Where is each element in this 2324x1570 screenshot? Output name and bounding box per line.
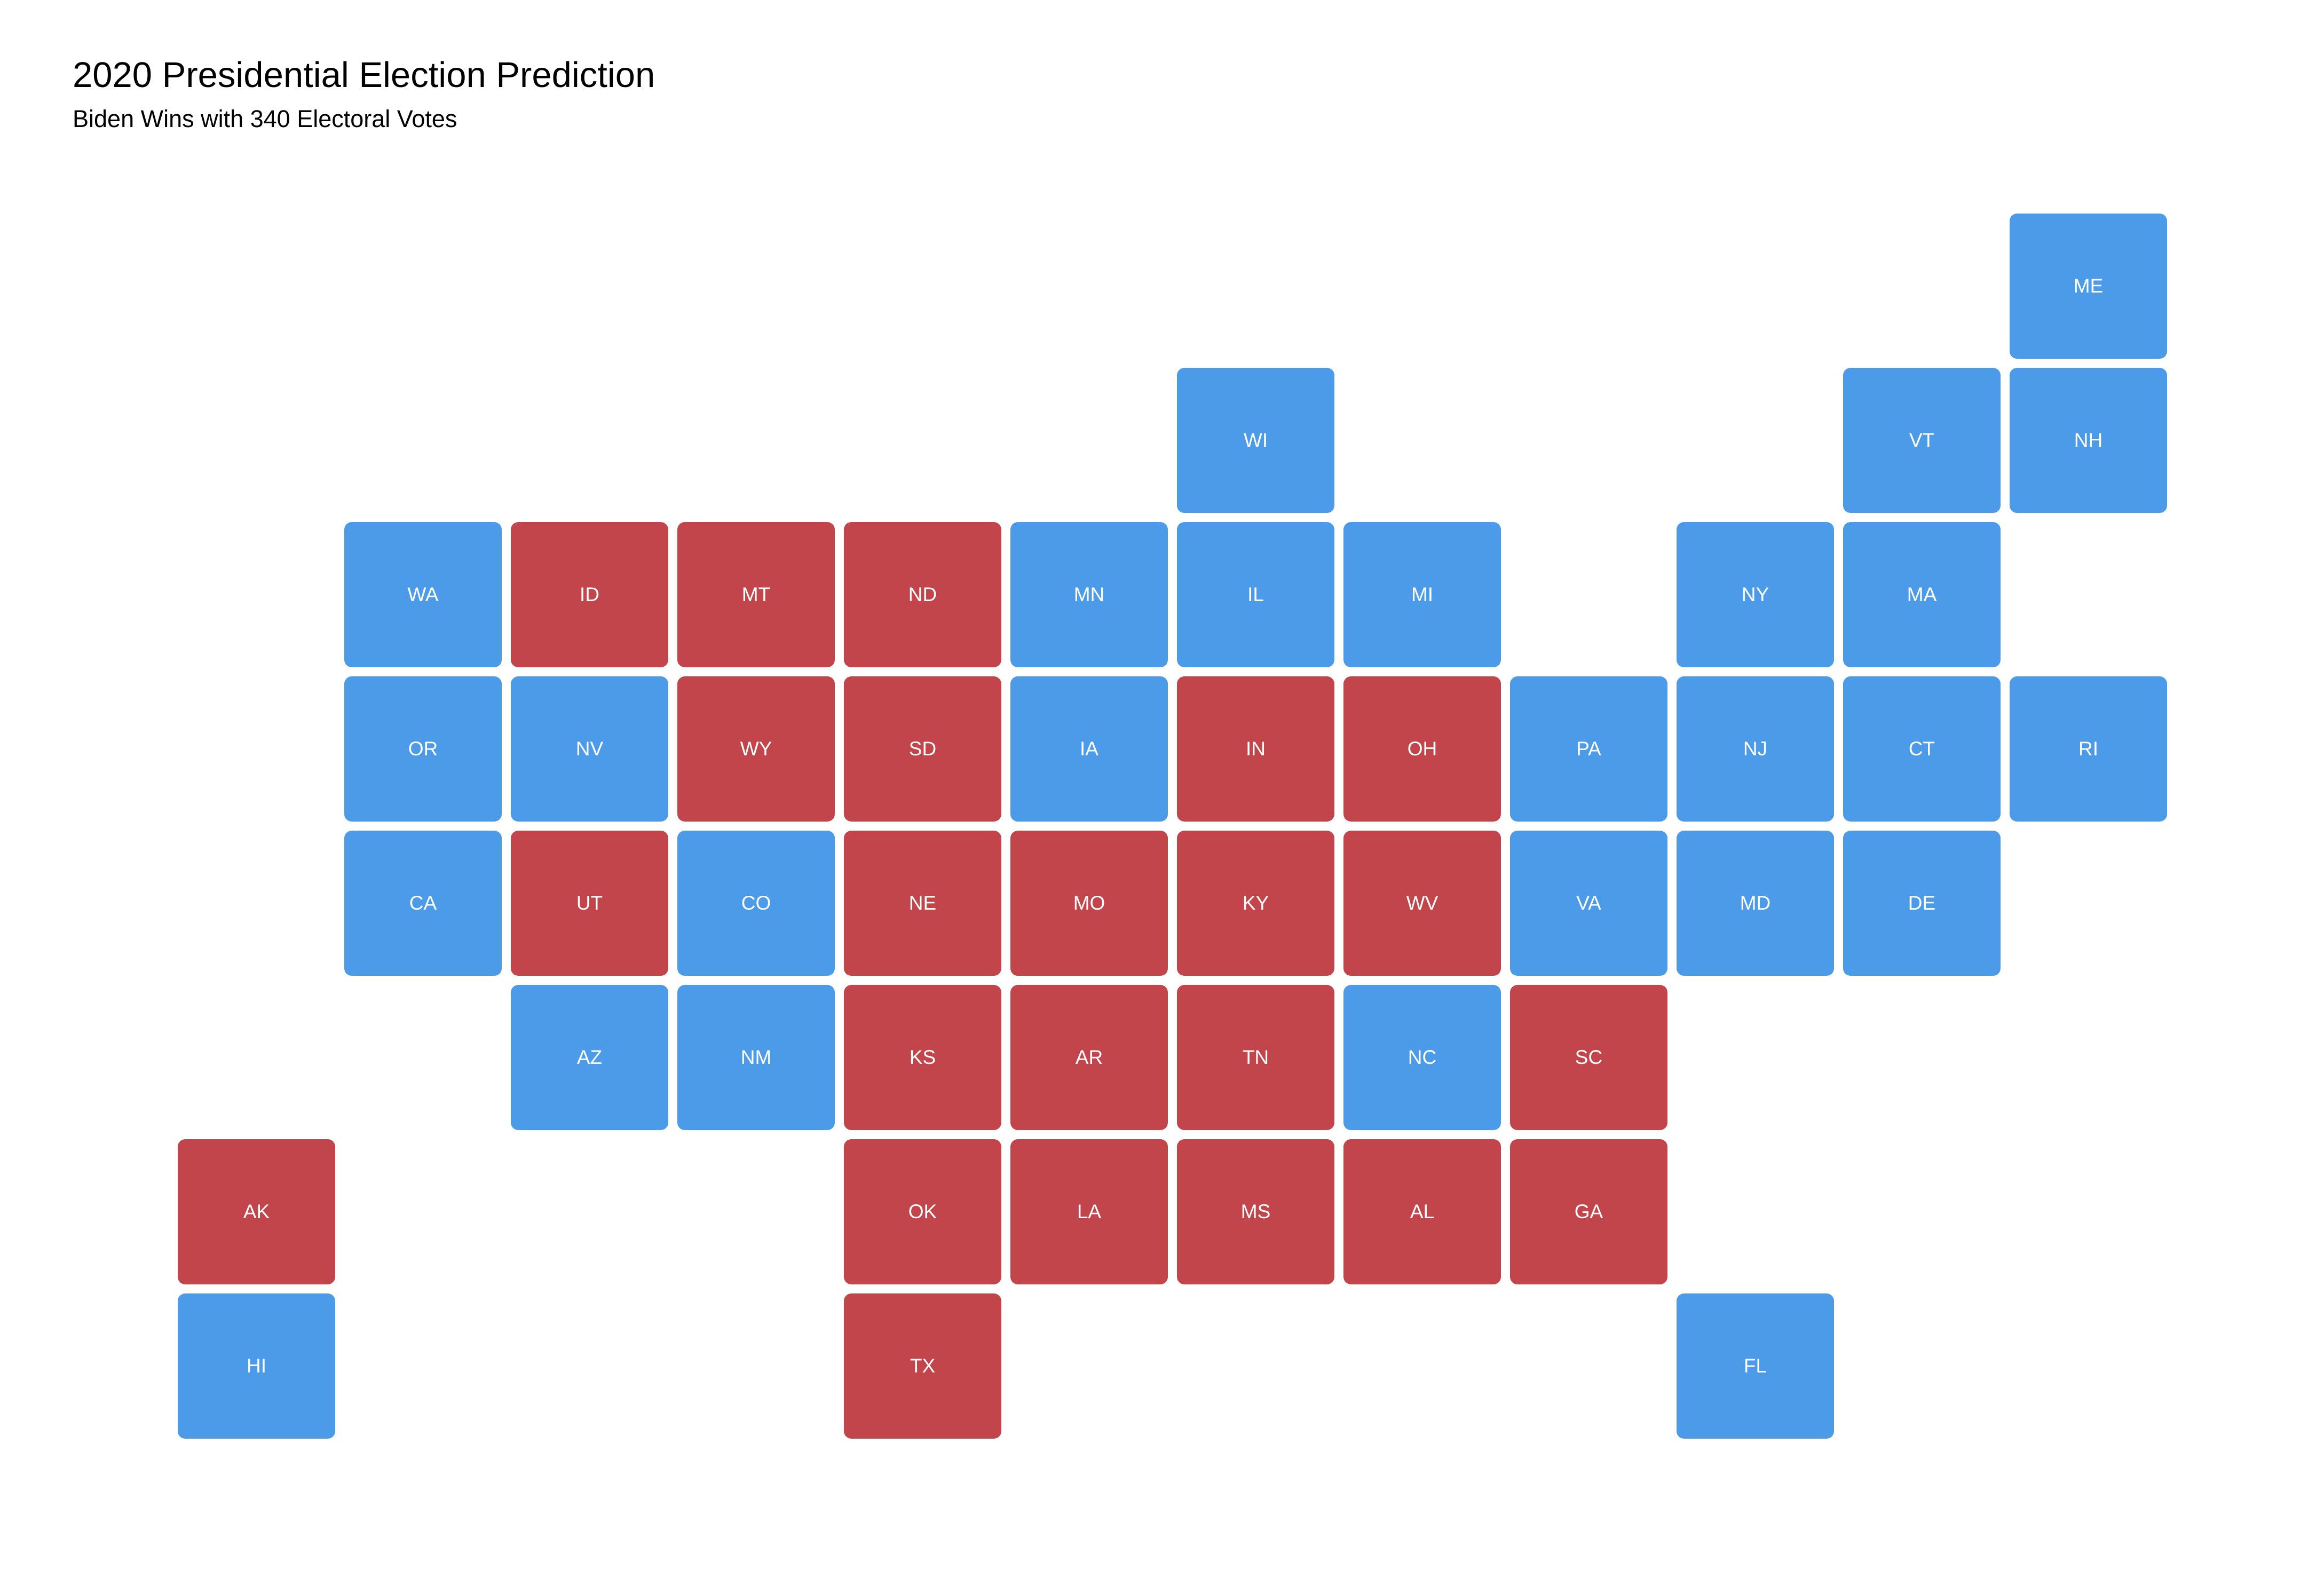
state-tile-ky[interactable]: KY: [1177, 831, 1334, 976]
state-tile-sd[interactable]: SD: [844, 676, 1001, 822]
state-tile-mn[interactable]: MN: [1010, 522, 1168, 667]
state-tile-ny[interactable]: NY: [1677, 522, 1834, 667]
state-tile-ut[interactable]: UT: [511, 831, 668, 976]
state-tile-vt[interactable]: VT: [1843, 368, 2001, 513]
state-tile-de[interactable]: DE: [1843, 831, 2001, 976]
state-tile-nm[interactable]: NM: [677, 985, 835, 1130]
state-tile-md[interactable]: MD: [1677, 831, 1834, 976]
state-tile-ma[interactable]: MA: [1843, 522, 2001, 667]
state-tile-ok[interactable]: OK: [844, 1139, 1001, 1284]
state-tile-ms[interactable]: MS: [1177, 1139, 1334, 1284]
state-tile-nj[interactable]: NJ: [1677, 676, 1834, 822]
state-tile-me[interactable]: ME: [2010, 214, 2167, 359]
state-tile-nc[interactable]: NC: [1343, 985, 1501, 1130]
state-tile-la[interactable]: LA: [1010, 1139, 1168, 1284]
state-tile-nv[interactable]: NV: [511, 676, 668, 822]
state-tile-nh[interactable]: NH: [2010, 368, 2167, 513]
state-tile-fl[interactable]: FL: [1677, 1293, 1834, 1439]
state-tile-ri[interactable]: RI: [2010, 676, 2167, 822]
state-tile-oh[interactable]: OH: [1343, 676, 1501, 822]
state-tile-ak[interactable]: AK: [178, 1139, 335, 1284]
page-title: 2020 Presidential Election Prediction: [73, 55, 655, 95]
state-tile-il[interactable]: IL: [1177, 522, 1334, 667]
state-tile-wa[interactable]: WA: [344, 522, 502, 667]
state-tile-ct[interactable]: CT: [1843, 676, 2001, 822]
state-tile-ia[interactable]: IA: [1010, 676, 1168, 822]
state-tile-ca[interactable]: CA: [344, 831, 502, 976]
state-tile-nd[interactable]: ND: [844, 522, 1001, 667]
state-tile-mi[interactable]: MI: [1343, 522, 1501, 667]
state-tile-sc[interactable]: SC: [1510, 985, 1667, 1130]
state-tile-ks[interactable]: KS: [844, 985, 1001, 1130]
state-tile-tn[interactable]: TN: [1177, 985, 1334, 1130]
state-tile-tx[interactable]: TX: [844, 1293, 1001, 1439]
state-tile-co[interactable]: CO: [677, 831, 835, 976]
state-tile-or[interactable]: OR: [344, 676, 502, 822]
state-tile-wy[interactable]: WY: [677, 676, 835, 822]
state-tile-ar[interactable]: AR: [1010, 985, 1168, 1130]
state-tile-va[interactable]: VA: [1510, 831, 1667, 976]
state-tile-pa[interactable]: PA: [1510, 676, 1667, 822]
state-tile-mo[interactable]: MO: [1010, 831, 1168, 976]
state-tile-az[interactable]: AZ: [511, 985, 668, 1130]
state-tile-hi[interactable]: HI: [178, 1293, 335, 1439]
state-tile-mt[interactable]: MT: [677, 522, 835, 667]
state-tile-id[interactable]: ID: [511, 522, 668, 667]
state-tile-ga[interactable]: GA: [1510, 1139, 1667, 1284]
state-tile-al[interactable]: AL: [1343, 1139, 1501, 1284]
state-tile-wi[interactable]: WI: [1177, 368, 1334, 513]
state-tile-ne[interactable]: NE: [844, 831, 1001, 976]
state-tile-in[interactable]: IN: [1177, 676, 1334, 822]
page-subtitle: Biden Wins with 340 Electoral Votes: [73, 105, 457, 132]
state-tile-wv[interactable]: WV: [1343, 831, 1501, 976]
